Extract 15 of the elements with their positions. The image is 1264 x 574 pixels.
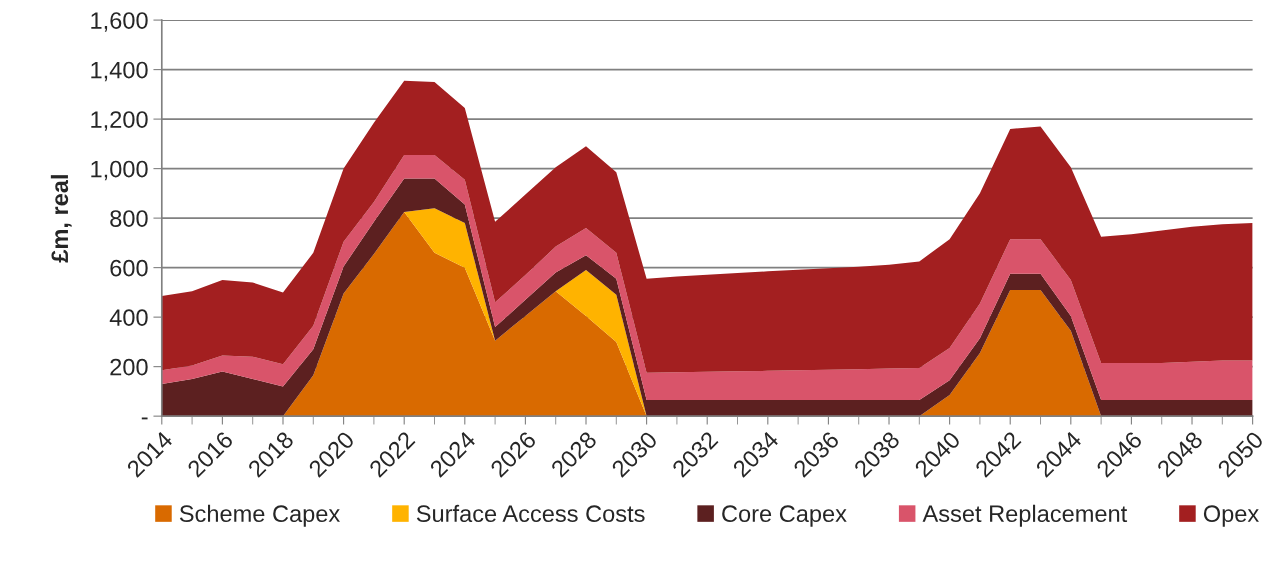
y-tick-label: 1,200 (91, 111, 148, 131)
y-tick-label: 1,400 (91, 61, 148, 82)
y-axis-title: £m, real (50, 175, 72, 263)
y-tick-label: 1,600 (91, 12, 148, 32)
legend-label: Opex (1203, 505, 1259, 527)
legend-label: Scheme Capex (179, 504, 340, 527)
y-tick-label: 200 (110, 358, 148, 376)
y-tick-label: - (141, 417, 148, 420)
legend-label: Surface Access Costs (416, 504, 645, 523)
legend-label: Asset Replacement (922, 504, 1128, 527)
y-tick-label: 800 (110, 210, 148, 227)
y-tick-label: 1,000 (91, 160, 148, 181)
legend-label: Core Capex (722, 505, 847, 527)
y-tick-label: 400 (109, 309, 148, 326)
y-tick-label: 600 (110, 259, 148, 277)
